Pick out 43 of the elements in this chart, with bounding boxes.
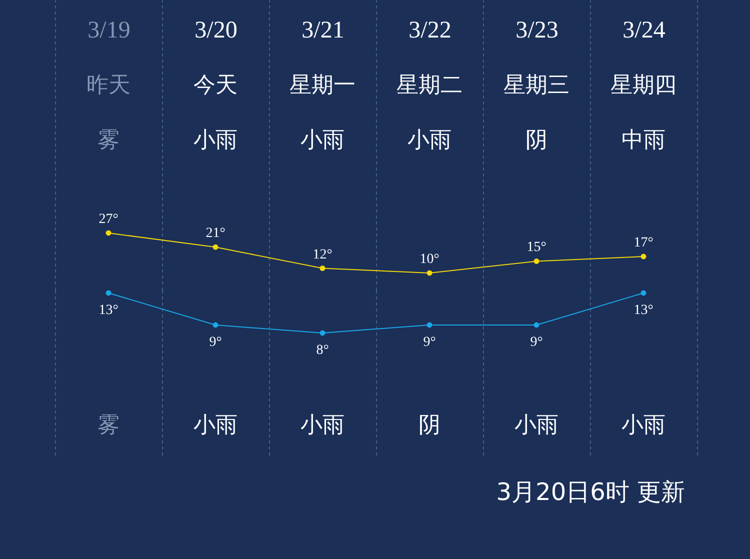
data-label: 9° xyxy=(423,335,436,350)
text: 雾 xyxy=(98,128,120,153)
data-label: 9° xyxy=(209,335,222,350)
point xyxy=(212,244,218,250)
x-tick-label: 3/23 xyxy=(516,18,558,44)
text: 小雨 xyxy=(194,413,238,438)
text: 小雨 xyxy=(300,413,344,438)
data-label: 13° xyxy=(98,303,118,318)
x-tick-label: 3/19 xyxy=(88,18,130,44)
data-label: 21° xyxy=(206,226,226,242)
text: 中雨 xyxy=(622,128,666,153)
text: 今天 xyxy=(194,73,238,98)
text: 阴 xyxy=(526,128,548,153)
data-label: 12° xyxy=(312,247,332,262)
text: 昨天 xyxy=(86,73,130,98)
x-tick-label: 3/24 xyxy=(622,18,666,44)
data-label: 8° xyxy=(316,343,329,358)
point xyxy=(106,230,112,236)
point xyxy=(640,254,646,260)
data-label: 15° xyxy=(526,240,546,256)
text: 小雨 xyxy=(622,413,666,438)
text: 小雨 xyxy=(408,128,452,153)
text: 小雨 xyxy=(300,128,344,153)
data-label: 27° xyxy=(98,212,118,227)
text: 阴 xyxy=(418,413,440,438)
text: 小雨 xyxy=(194,128,238,153)
x-tick-label: 3/21 xyxy=(302,18,344,44)
data-label: 13° xyxy=(634,303,654,318)
text: 星期二 xyxy=(396,73,462,98)
data-label: 10° xyxy=(420,252,440,267)
text: 星期四 xyxy=(610,73,676,98)
data-label: 17° xyxy=(634,236,654,251)
data-label: 9° xyxy=(530,335,543,350)
point xyxy=(426,270,432,276)
x-tick-label: 3/22 xyxy=(408,18,452,44)
point xyxy=(320,266,326,272)
x-tick-label: 3/20 xyxy=(194,18,238,44)
text: 星期一 xyxy=(290,73,356,98)
point xyxy=(534,258,540,264)
text: 雾 xyxy=(98,413,120,438)
text: 星期三 xyxy=(504,73,570,98)
text: 3月20日6时 更新 xyxy=(496,478,685,506)
text: 小雨 xyxy=(514,413,558,438)
